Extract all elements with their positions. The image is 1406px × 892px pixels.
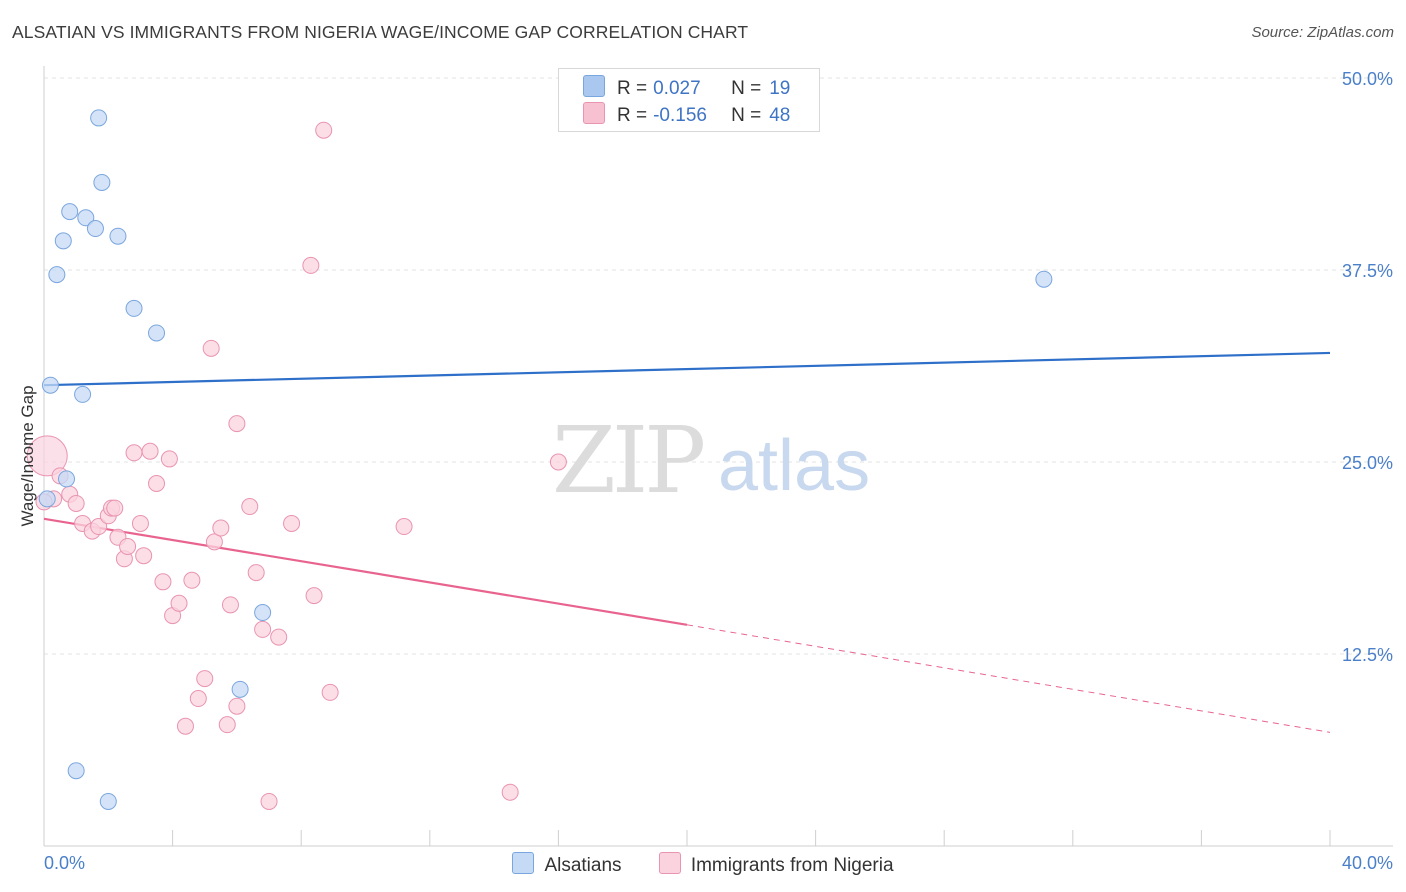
nigeria-point	[228, 697, 246, 715]
legend-n-value: 48	[769, 105, 791, 126]
nigeria-point	[125, 444, 143, 462]
gridlines	[44, 77, 1393, 655]
nigeria-point	[183, 571, 201, 589]
y-tick-label: 37.5%	[1342, 261, 1393, 281]
alsatians-point	[74, 385, 92, 403]
watermark-zip: ZIP	[552, 407, 703, 514]
nigeria-point	[119, 537, 137, 555]
alsatians-point	[54, 232, 72, 250]
alsatians-point	[77, 209, 95, 227]
legend-r-value: -0.156	[653, 105, 707, 126]
nigeria-point	[205, 533, 223, 551]
watermark-atlas: atlas	[718, 426, 870, 506]
nigeria-point	[228, 415, 246, 433]
trend-line-0	[43, 351, 1331, 387]
nigeria-point	[254, 620, 272, 638]
alsatians-point	[90, 109, 108, 127]
trend-lines	[43, 351, 1331, 733]
nigeria-point	[131, 514, 149, 532]
nigeria-point	[221, 596, 239, 614]
legend-r-label: R =	[617, 78, 648, 99]
legend-item-nigeria[interactable]: Immigrants from Nigeria	[658, 852, 894, 877]
nigeria-point	[154, 573, 172, 591]
alsatians-point	[61, 203, 79, 221]
nigeria-point	[135, 547, 153, 565]
legend-label-nigeria: Immigrants from Nigeria	[690, 855, 894, 876]
nigeria-point	[549, 453, 567, 471]
nigeria-point	[241, 498, 259, 516]
y-tick-label: 12.5%	[1342, 645, 1393, 665]
data-points	[26, 109, 1053, 810]
correlation-legend: R = 0.027 N = 19 R = -0.156 N = 48	[558, 68, 820, 132]
alsatians-point	[109, 227, 127, 245]
trend-line-1	[43, 517, 688, 626]
legend-n-label: N =	[731, 78, 762, 99]
nigeria-point	[106, 499, 124, 517]
source-label: Source: ZipAtlas.com	[1251, 24, 1394, 41]
alsatians-point	[58, 470, 76, 488]
y-tick-labels: 12.5% 25.0% 37.5% 50.0%	[1342, 69, 1393, 665]
nigeria-point	[148, 475, 166, 493]
x-tick-label-min: 0.0%	[44, 853, 85, 873]
nigeria-point	[176, 717, 194, 735]
nigeria-point	[196, 670, 214, 688]
y-tick-label: 50.0%	[1342, 69, 1393, 89]
legend-swatch-nigeria	[583, 102, 605, 124]
nigeria-point	[202, 339, 220, 357]
alsatians-point	[38, 490, 56, 508]
alsatians-point	[231, 680, 249, 698]
nigeria-point	[395, 518, 413, 536]
nigeria-point	[305, 587, 323, 605]
nigeria-point	[141, 442, 159, 460]
alsatians-point	[254, 604, 272, 622]
nigeria-point	[218, 716, 236, 734]
trend-line-extension-1	[686, 624, 1331, 733]
nigeria-point	[270, 628, 288, 646]
nigeria-point	[170, 594, 188, 612]
legend-swatch-alsatians	[583, 75, 605, 97]
nigeria-point	[321, 683, 339, 701]
nigeria-point	[26, 435, 68, 477]
nigeria-point	[283, 514, 301, 532]
nigeria-point	[260, 792, 278, 810]
legend-row-nigeria: R = -0.156 N = 48	[583, 102, 790, 126]
x-tick-label-max: 40.0%	[1342, 853, 1393, 873]
legend-n-value: 19	[769, 78, 791, 99]
watermark: ZIP atlas	[552, 407, 870, 514]
legend-r-value: 0.027	[653, 78, 701, 99]
y-tick-label: 25.0%	[1342, 453, 1393, 473]
legend-label-alsatians: Alsatians	[544, 855, 622, 876]
nigeria-point	[212, 519, 230, 537]
legend-n-label: N =	[731, 105, 762, 126]
alsatians-point	[1035, 270, 1053, 288]
nigeria-point	[90, 518, 108, 536]
nigeria-point	[302, 256, 320, 274]
alsatians-point	[93, 173, 111, 191]
nigeria-point	[67, 494, 85, 512]
chart-title: ALSATIAN VS IMMIGRANTS FROM NIGERIA WAGE…	[12, 22, 749, 42]
alsatians-point	[86, 220, 104, 238]
nigeria-point	[160, 450, 178, 468]
alsatians-point	[67, 762, 85, 780]
legend-swatch-nigeria	[658, 852, 681, 874]
legend-swatch-alsatians	[512, 852, 535, 874]
legend-row-alsatians: R = 0.027 N = 19	[583, 75, 790, 99]
alsatians-point	[148, 324, 166, 342]
legend-r-label: R =	[617, 105, 648, 126]
nigeria-point	[315, 121, 333, 139]
nigeria-point	[501, 783, 519, 801]
nigeria-point	[247, 564, 265, 582]
legend-item-alsatians[interactable]: Alsatians	[512, 852, 622, 877]
series-legend: Alsatians Immigrants from Nigeria	[0, 852, 1406, 877]
alsatians-point	[48, 266, 66, 284]
alsatians-point	[99, 792, 117, 810]
alsatians-point	[125, 299, 143, 317]
y-axis-label: Wage/Income Gap	[18, 385, 37, 526]
alsatians-point	[41, 376, 59, 394]
nigeria-point	[189, 690, 207, 708]
